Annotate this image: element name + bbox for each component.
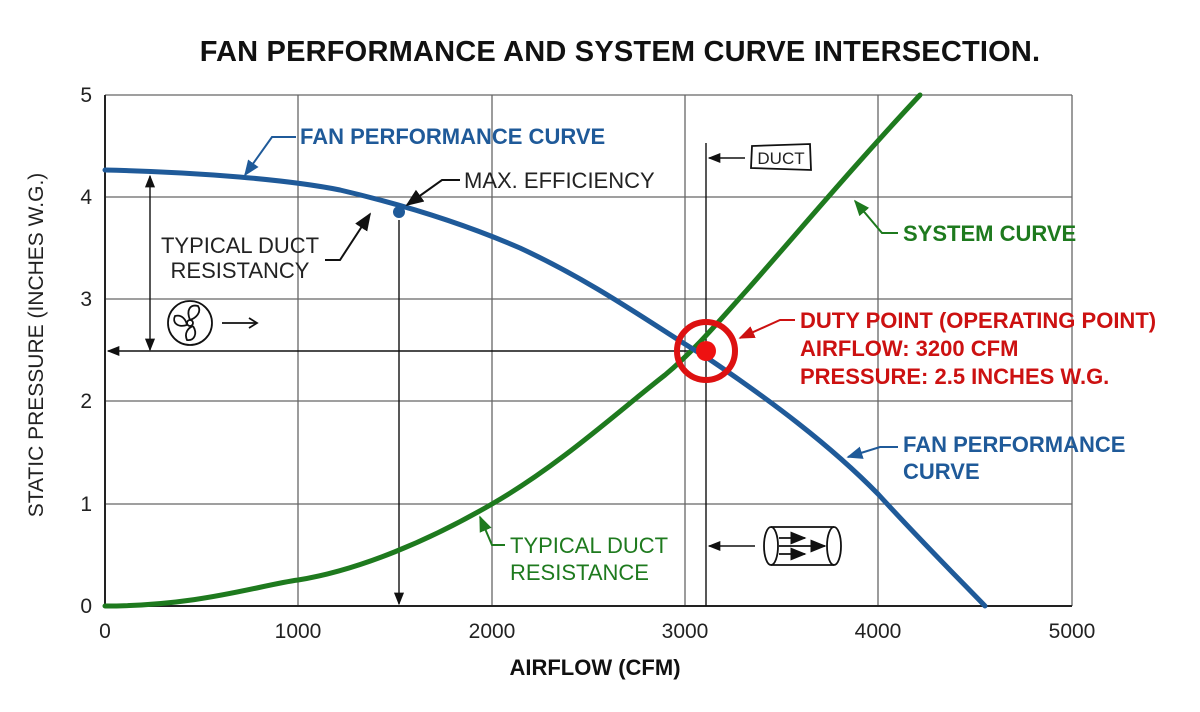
- y-tick: 5: [80, 84, 92, 107]
- fan-performance-curve-line: [102, 167, 988, 609]
- duty-point-airflow: AIRFLOW: 3200 CFM: [800, 336, 1018, 361]
- reference-lines: [106, 143, 755, 606]
- fan-curve-label-bottom: FAN PERFORMANCE: [903, 432, 1125, 457]
- duct-cylinder-icon: [763, 526, 842, 566]
- y-tick-labels: 0 1 2 3 4 5: [80, 84, 92, 618]
- y-tick: 1: [80, 493, 92, 516]
- y-axis-label: STATIC PRESSURE (INCHES W.G.): [25, 173, 48, 518]
- typical-duct-resistance-label: TYPICAL DUCT: [510, 533, 668, 558]
- svg-text:DUCT: DUCT: [757, 149, 804, 168]
- fan-icon: [167, 300, 259, 346]
- fan-curve-label-top: FAN PERFORMANCE CURVE: [300, 124, 605, 149]
- x-tick: 0: [99, 620, 111, 643]
- fan-curve-label-bottom: CURVE: [903, 459, 980, 484]
- duct-label-box: DUCT: [750, 143, 812, 171]
- system-curve-label: SYSTEM CURVE: [903, 221, 1076, 246]
- y-tick: 0: [80, 595, 92, 618]
- y-tick: 2: [80, 390, 92, 413]
- y-tick: 4: [80, 186, 92, 209]
- x-tick: 1000: [275, 620, 322, 643]
- duty-point-marker: [674, 319, 738, 383]
- x-tick: 4000: [855, 620, 902, 643]
- y-tick: 3: [80, 288, 92, 311]
- typical-duct-resistancy-label: RESISTANCY: [171, 258, 310, 283]
- x-tick: 3000: [662, 620, 709, 643]
- x-tick-labels: 0 1000 2000 3000 4000 5000: [99, 620, 1095, 643]
- max-efficiency-label: MAX. EFFICIENCY: [464, 168, 655, 193]
- chart-title: FAN PERFORMANCE AND SYSTEM CURVE INTERSE…: [199, 36, 1041, 68]
- max-efficiency-point: [393, 206, 405, 218]
- x-tick: 5000: [1049, 620, 1096, 643]
- system-curve-line: [102, 92, 923, 609]
- duty-point-label: DUTY POINT (OPERATING POINT): [800, 308, 1156, 333]
- typical-duct-resistance-label: RESISTANCE: [510, 560, 649, 585]
- duty-point-pressure: PRESSURE: 2.5 INCHES W.G.: [800, 364, 1109, 389]
- axes: [104, 95, 1072, 607]
- x-tick: 2000: [469, 620, 516, 643]
- annotation-leaders: [244, 136, 898, 546]
- typical-duct-resistancy-label: TYPICAL DUCT: [161, 233, 319, 258]
- x-axis-label: AIRFLOW (CFM): [509, 655, 680, 680]
